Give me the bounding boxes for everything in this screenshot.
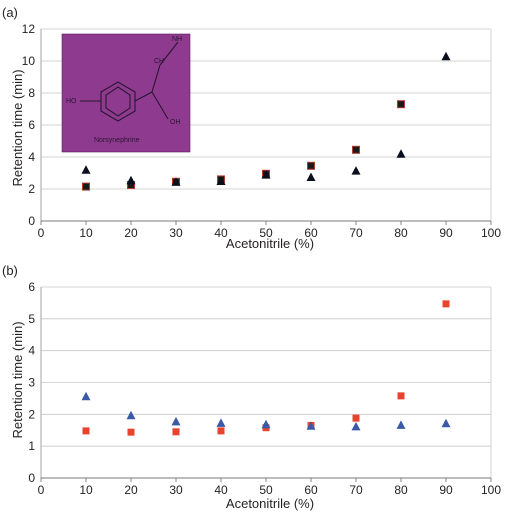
panel-a-triangle-point <box>216 176 226 185</box>
panel-a-x-tick-label: 10 <box>79 226 93 240</box>
panel-b-x-tick-label: 100 <box>481 483 501 497</box>
panel-a-x-tick-label: 50 <box>259 226 273 240</box>
panel-b: (b) 0 10 20 30 40 50 60 70 80 90 100 0 1 2 3 4 5 6 Aceto… <box>2 263 501 511</box>
structure-compound-name: Norsynephrine <box>94 137 140 144</box>
panel-a-y-tick-label: 10 <box>22 54 36 68</box>
panel-b-grid <box>41 286 491 479</box>
panel-b-y-tick-label: 6 <box>28 280 35 294</box>
panel-a-x-tick-label: 40 <box>214 226 228 240</box>
panel-a-x-tick-label: 70 <box>349 226 363 240</box>
panel-a-triangle-point <box>351 166 361 175</box>
panel-b-y-axis-label: Retention time (min) <box>10 321 25 438</box>
panel-a-y-axis-label: Retention time (min) <box>10 69 25 186</box>
panel-a: (a) 0 10 20 30 40 50 60 70 80 90 100 0 2 4 6 8 10 12 Ace… <box>2 5 501 251</box>
panel-b-triangle-point <box>441 418 451 428</box>
panel-a-x-tick-label: 30 <box>169 226 183 240</box>
panel-a-triangle-point <box>396 149 406 158</box>
panel-b-y-tick-label: 0 <box>28 471 35 485</box>
panel-b-triangle-point <box>81 391 91 401</box>
panel-a-y-tick-label: 2 <box>28 182 35 196</box>
panel-a-x-ticks: 0 10 20 30 40 50 60 70 80 90 100 <box>38 221 501 240</box>
panel-b-y-ticks: 0 1 2 3 4 5 6 <box>28 280 35 485</box>
panel-a-y-tick-label: 6 <box>28 118 35 132</box>
panel-a-x-tick-label: 90 <box>439 226 453 240</box>
panel-a-triangle-point <box>81 165 91 174</box>
panel-a-x-tick-label: 20 <box>124 226 138 240</box>
panel-b-triangle-point <box>396 420 406 429</box>
panel-b-square-point <box>217 427 225 435</box>
panel-a-y-tick-label: 8 <box>28 86 35 100</box>
panel-a-square-point <box>352 145 360 154</box>
panel-b-triangle-point <box>306 421 316 430</box>
panel-b-square-point <box>172 428 180 436</box>
panel-a-triangle-point <box>306 172 316 181</box>
panel-a-x-tick-label: 80 <box>394 226 408 240</box>
panel-a-triangle-point <box>441 51 451 61</box>
panel-b-x-tick-label: 20 <box>124 483 138 497</box>
benzene-ring <box>100 81 136 122</box>
structure-label-ho: HO <box>66 98 77 105</box>
structure-drawing <box>80 41 179 122</box>
panel-b-y-tick-label: 4 <box>28 344 35 358</box>
panel-a-triangle-point <box>261 170 271 179</box>
panel-a-x-tick-label: 0 <box>38 226 45 240</box>
panel-a-triangle-point <box>126 175 136 185</box>
panel-b-y-tick-label: 1 <box>28 439 35 453</box>
panel-b-x-tick-label: 40 <box>214 483 228 497</box>
panel-a-square-point <box>307 161 315 170</box>
panel-b-x-ticks: 0 10 20 30 40 50 60 70 80 90 100 <box>38 478 501 497</box>
bond-ch-to-nh <box>151 64 161 93</box>
panel-b-square-point <box>82 427 90 435</box>
panel-b-triangle-point <box>126 410 136 420</box>
panel-b-square-point <box>397 392 405 400</box>
panel-a-y-ticks: 0 2 4 6 8 10 12 <box>22 22 36 228</box>
panel-b-x-tick-label: 90 <box>439 483 453 497</box>
panel-b-label: (b) <box>2 263 18 278</box>
panel-b-x-tick-label: 50 <box>259 483 273 497</box>
structure-label-top: NH <box>172 36 182 43</box>
bond-ring-to-ch <box>134 91 153 102</box>
panel-b-triangle-point <box>216 418 226 427</box>
panel-a-x-axis-label: Acetonitrile (%) <box>226 236 314 251</box>
panel-b-triangle-point <box>261 419 271 429</box>
panel-b-x-tick-label: 0 <box>38 483 45 497</box>
panel-a-y-tick-label: 0 <box>28 214 35 228</box>
panel-a-triangle-point <box>171 177 181 186</box>
panel-a-x-tick-label: 60 <box>304 226 318 240</box>
panel-b-x-tick-label: 60 <box>304 483 318 497</box>
panel-a-x-tick-label: 100 <box>481 226 501 240</box>
panel-a-label: (a) <box>2 5 18 20</box>
panel-b-y-tick-label: 2 <box>28 407 35 421</box>
panel-a-markers <box>81 51 451 191</box>
panel-b-x-tick-label: 10 <box>79 483 93 497</box>
structure-inset: HO NH CH OH Norsynephrine <box>61 33 191 153</box>
panel-b-y-tick-label: 3 <box>28 376 35 390</box>
panel-b-triangle-point <box>171 416 181 426</box>
panel-a-square-point <box>397 100 405 109</box>
panel-b-triangle-point <box>351 421 361 431</box>
panel-a-y-tick-label: 12 <box>22 22 36 36</box>
panel-a-square-point <box>82 182 90 191</box>
panel-b-markers <box>81 300 451 436</box>
benzene-ring-inner <box>105 86 131 117</box>
panel-b-y-tick-label: 5 <box>28 312 35 326</box>
panel-b-square-point <box>442 300 450 308</box>
panel-b-square-point <box>352 414 360 422</box>
structure-label-mid: CH <box>154 58 164 65</box>
panel-b-square-point <box>127 428 135 436</box>
panel-a-y-tick-label: 4 <box>28 150 35 164</box>
panel-b-x-tick-label: 30 <box>169 483 183 497</box>
structure-label-oh: OH <box>170 119 181 126</box>
panel-b-x-tick-label: 80 <box>394 483 408 497</box>
bond-nh-chain <box>159 41 179 66</box>
panel-b-x-axis-label: Acetonitrile (%) <box>226 496 314 511</box>
bond-ch-to-oh <box>151 91 169 120</box>
panel-b-x-tick-label: 70 <box>349 483 363 497</box>
